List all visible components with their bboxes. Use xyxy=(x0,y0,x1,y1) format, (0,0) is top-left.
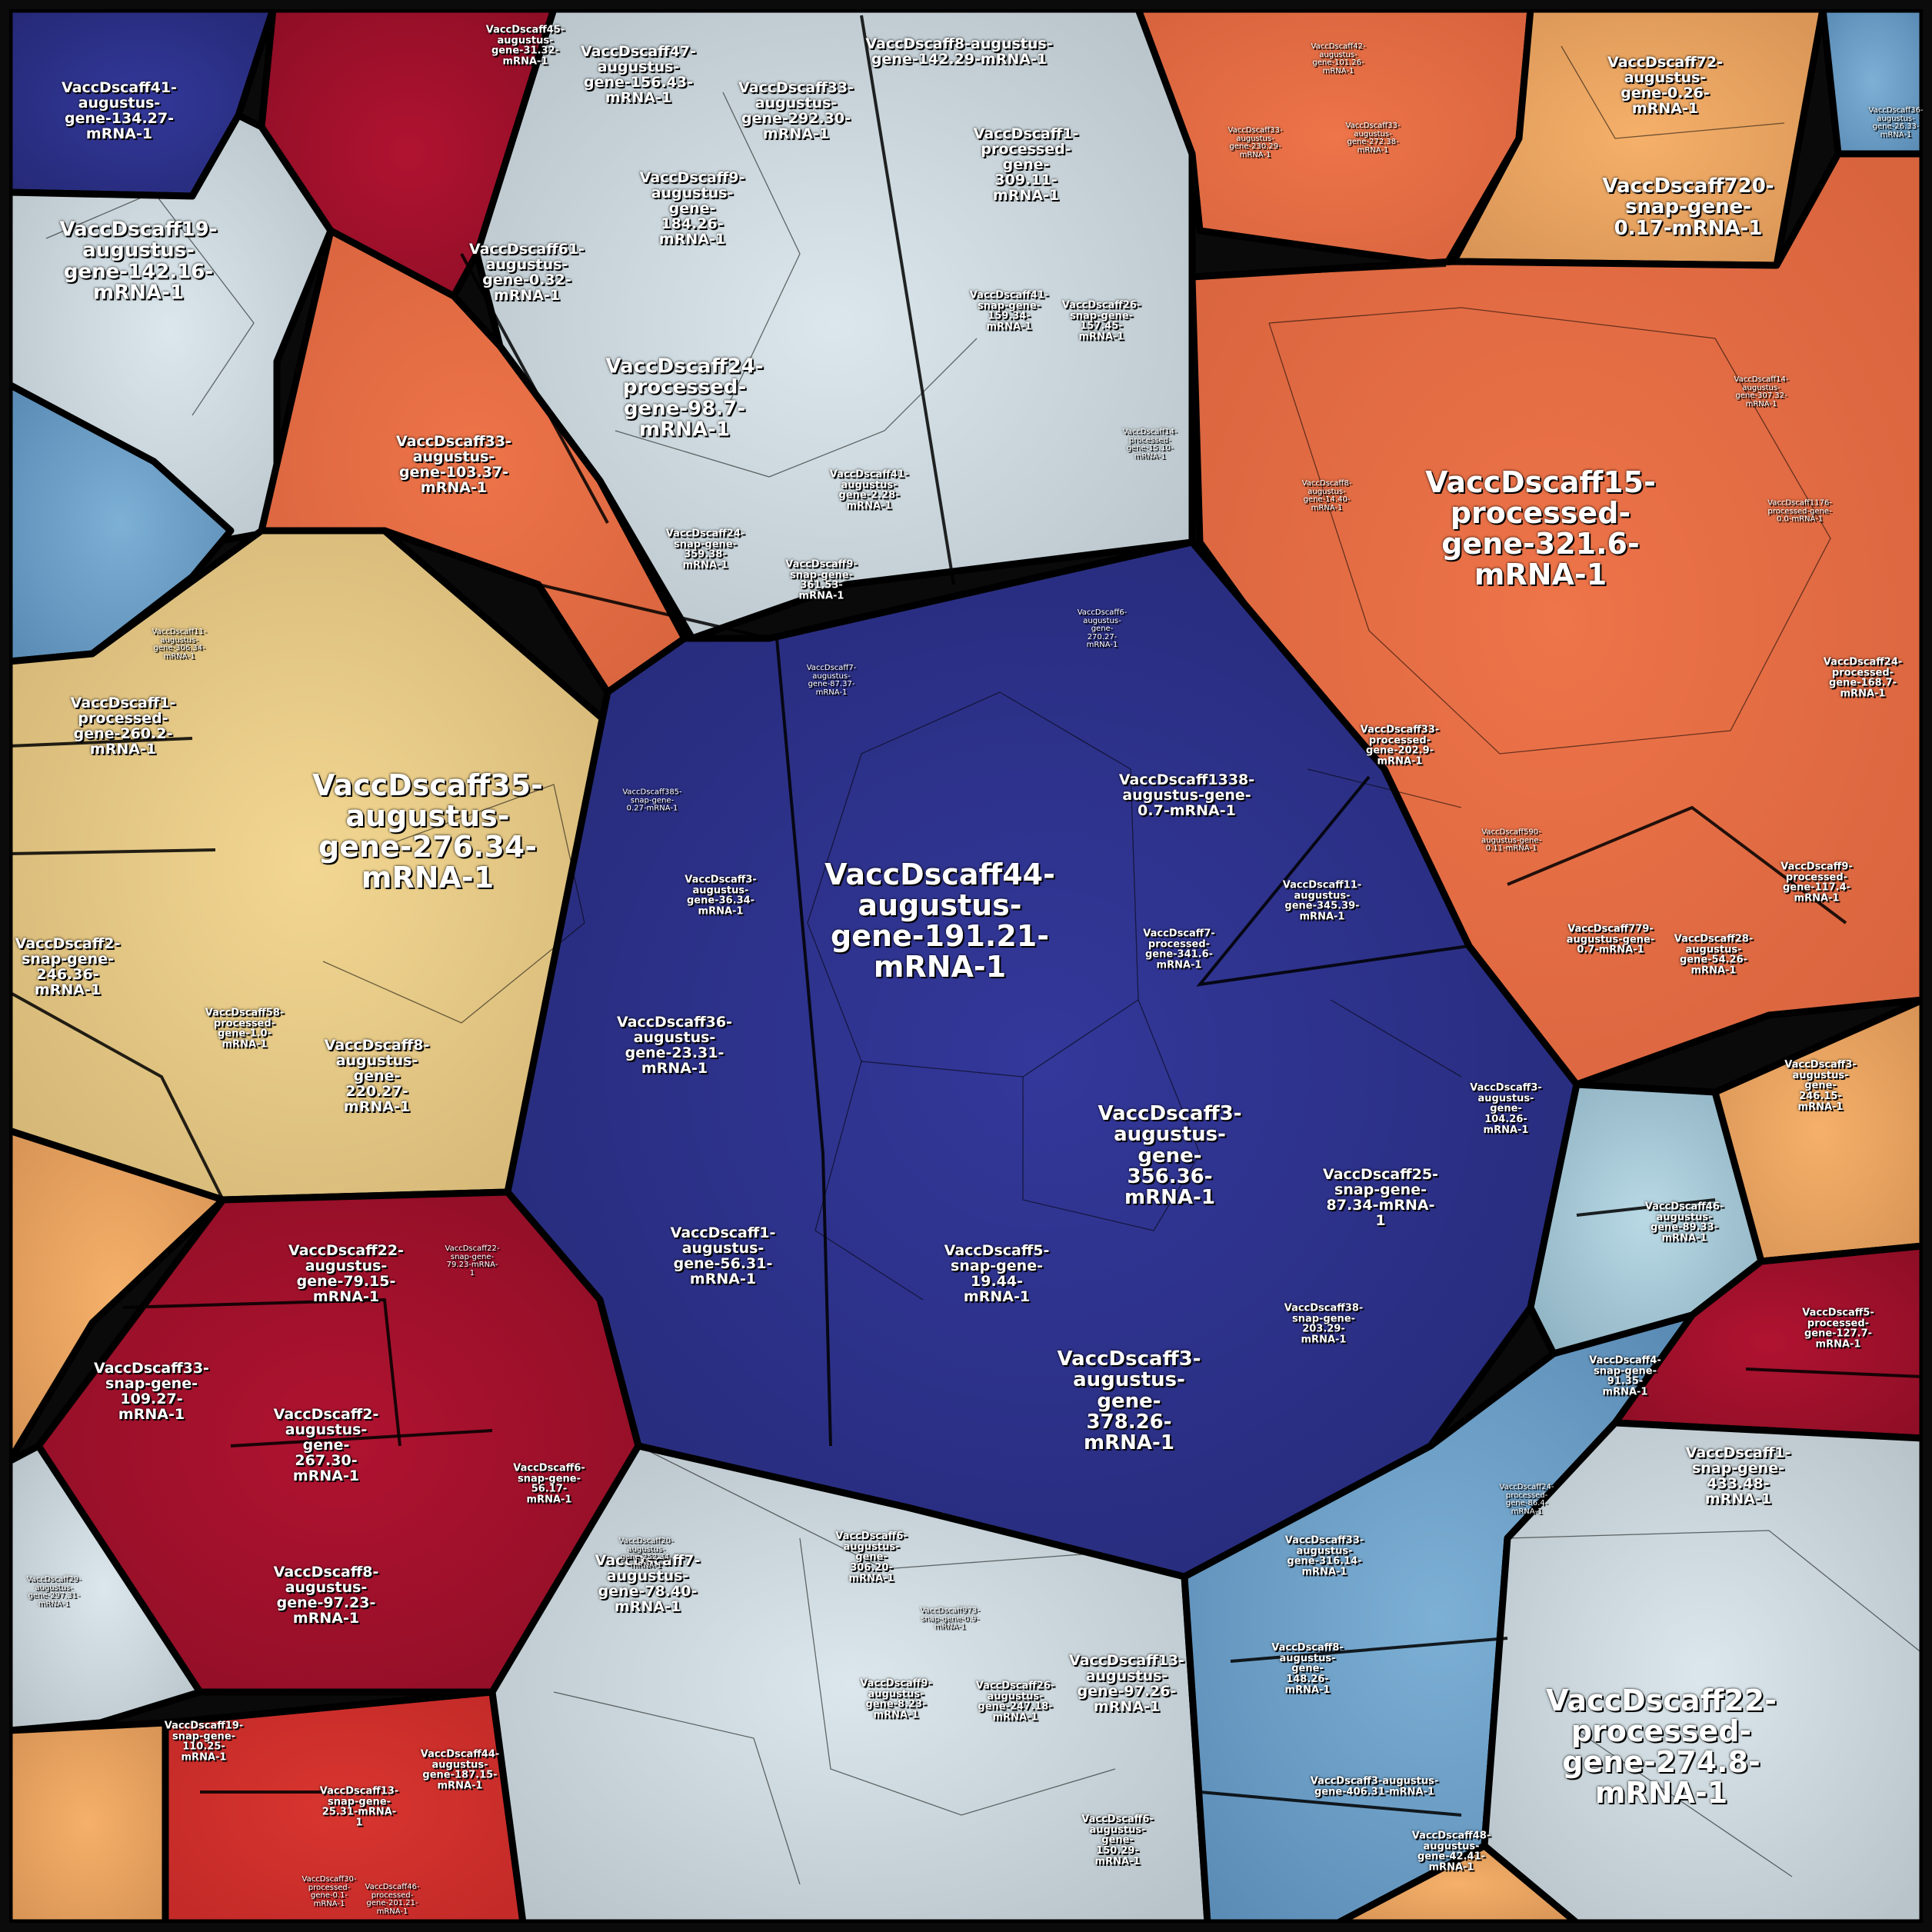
transcript-label[interactable]: VaccDscaff13- augustus- gene-97.26- mRNA… xyxy=(1069,1652,1184,1715)
transcript-label[interactable]: VaccDscaff9- augustus- gene-8.23- mRNA-1 xyxy=(860,1677,932,1721)
transcript-label[interactable]: VaccDscaff20- augustus- gene-252.34- mRN… xyxy=(618,1537,674,1570)
transcript-label[interactable]: VaccDscaff590- augustus-gene- 0.11-mRNA-… xyxy=(1481,828,1542,853)
transcript-label[interactable]: VaccDscaff41- augustus- gene-2.28- mRNA-… xyxy=(829,468,909,512)
transcript-label[interactable]: VaccDscaff41- snap-gene- 159.34- mRNA-1 xyxy=(969,289,1049,333)
transcript-label[interactable]: VaccDscaff25- snap-gene- 87.34-mRNA- 1 xyxy=(1323,1166,1438,1229)
transcript-label[interactable]: VaccDscaff44- augustus- gene-187.15- mRN… xyxy=(420,1748,500,1792)
transcript-label[interactable]: VaccDscaff15- processed- gene-321.6- mRN… xyxy=(1425,465,1656,591)
transcript-label[interactable]: VaccDscaff8-augustus- gene-142.29-mRNA-1 xyxy=(865,35,1053,68)
transcript-label[interactable]: VaccDscaff3- augustus- gene- 356.36- mRN… xyxy=(1098,1101,1242,1209)
transcript-label[interactable]: VaccDscaff33- snap-gene- 109.27- mRNA-1 xyxy=(94,1360,209,1423)
transcript-label[interactable]: VaccDscaff6- augustus- gene- 270.27- mRN… xyxy=(1077,608,1128,649)
transcript-label[interactable]: VaccDscaff35- augustus- gene-276.34- mRN… xyxy=(312,768,543,894)
transcript-label[interactable]: VaccDscaff26- snap-gene- 157.45- mRNA-1 xyxy=(1061,299,1141,343)
transcript-label[interactable]: VaccDscaff22- augustus- gene-79.15- mRNA… xyxy=(288,1242,404,1305)
transcript-label[interactable]: VaccDscaff8- augustus- gene-14.40- mRNA-… xyxy=(1301,479,1352,512)
transcript-label[interactable]: VaccDscaff48- augustus- gene-42.41- mRNA… xyxy=(1411,1830,1491,1874)
transcript-label[interactable]: VaccDscaff7- augustus- gene-87.37- mRNA-… xyxy=(806,664,857,697)
transcript-label[interactable]: VaccDscaff1176- processed-gene- 0.0-mRNA… xyxy=(1767,498,1832,524)
transcript-label[interactable]: VaccDscaff58- processed- gene-1.0- mRNA-… xyxy=(205,1007,285,1051)
transcript-label[interactable]: VaccDscaff2- augustus- gene- 267.30- mRN… xyxy=(273,1406,379,1484)
transcript-label[interactable]: VaccDscaff8- augustus- gene-97.23- mRNA-… xyxy=(273,1564,379,1627)
transcript-label[interactable]: VaccDscaff1338- augustus-gene- 0.7-mRNA-… xyxy=(1118,771,1255,819)
region-orange-left-mid[interactable] xyxy=(258,227,688,696)
transcript-label[interactable]: VaccDscaff1- augustus- gene-56.31- mRNA-… xyxy=(670,1224,776,1287)
treemap-subdivisions xyxy=(8,15,1924,1885)
transcript-label[interactable]: VaccDscaff7- processed- gene-341.6- mRNA… xyxy=(1143,928,1215,971)
transcript-label[interactable]: VaccDscaff8- augustus- gene- 148.26- mRN… xyxy=(1271,1641,1344,1696)
transcript-label[interactable]: VaccDscaff33- augustus- gene-272.38- mRN… xyxy=(1345,122,1401,155)
transcript-label[interactable]: VaccDscaff24- processed- gene-86.4- mRNA… xyxy=(1499,1483,1554,1516)
transcript-label[interactable]: VaccDscaff9- augustus- gene- 184.26- mRN… xyxy=(639,169,745,248)
transcript-label[interactable]: VaccDscaff1- snap-gene- 433.48- mRNA-1 xyxy=(1685,1444,1791,1507)
transcript-label[interactable]: VaccDscaff19- augustus- gene-142.16- mRN… xyxy=(59,218,218,305)
transcript-label[interactable]: VaccDscaff5- processed- gene-127.7- mRNA… xyxy=(1802,1307,1874,1351)
transcript-label[interactable]: VaccDscaff44- augustus- gene-191.21- mRN… xyxy=(824,858,1055,984)
transcript-label[interactable]: VaccDscaff7- augustus- gene-78.40- mRNA-… xyxy=(595,1552,701,1615)
transcript-label[interactable]: VaccDscaff973- snap-gene-0.9- mRNA-1 xyxy=(920,1606,980,1631)
transcript-label[interactable]: VaccDscaff33- augustus- gene-292.30- mRN… xyxy=(738,79,854,142)
transcript-label[interactable]: VaccDscaff13- snap-gene- 25.31-mRNA- 1 xyxy=(319,1785,399,1829)
transcript-label[interactable]: VaccDscaff33- augustus- gene-316.14- mRN… xyxy=(1284,1534,1364,1578)
transcript-label[interactable]: VaccDscaff14- augustus- gene-307.32- mRN… xyxy=(1734,375,1789,408)
transcript-label[interactable]: VaccDscaff8- augustus- gene- 220.27- mRN… xyxy=(324,1037,430,1115)
transcript-label[interactable]: VaccDscaff38- snap-gene- 203.29- mRNA-1 xyxy=(1284,1302,1364,1346)
transcript-label[interactable]: VaccDscaff29- augustus- gene-297.31- mRN… xyxy=(26,1575,82,1608)
transcript-label[interactable]: VaccDscaff14- processed- gene-15.10- mRN… xyxy=(1122,428,1178,461)
transcript-label[interactable]: VaccDscaff26- augustus- gene-247.18- mRN… xyxy=(975,1680,1055,1724)
transcript-label[interactable]: VaccDscaff11- augustus- gene-345.39- mRN… xyxy=(1282,879,1362,923)
transcript-label[interactable]: VaccDscaff1- processed- gene-260.2- mRNA… xyxy=(70,695,176,758)
transcript-label[interactable]: VaccDscaff47- augustus- gene-156.43- mRN… xyxy=(581,43,696,106)
transcript-label[interactable]: VaccDscaff6- augustus- gene- 306.20- mRN… xyxy=(835,1530,908,1584)
region-silver-left-low[interactable] xyxy=(5,1442,204,1734)
transcript-label[interactable]: VaccDscaff5- snap-gene- 19.44- mRNA-1 xyxy=(944,1242,1050,1305)
transcript-label[interactable]: VaccDscaff9- snap-gene- 361.53- mRNA-1 xyxy=(785,558,858,602)
transcript-label[interactable]: VaccDscaff28- augustus- gene-54.26- mRNA… xyxy=(1674,933,1754,977)
region-peach-left-low[interactable] xyxy=(5,1127,227,1465)
transcript-label[interactable]: VaccDscaff9- processed- gene-117.4- mRNA… xyxy=(1780,861,1853,904)
transcript-label[interactable]: VaccDscaff11- augustus- gene-306.34- mRN… xyxy=(152,628,207,661)
transcript-label[interactable]: VaccDscaff46- processed- gene-201.21- mR… xyxy=(365,1883,420,1916)
transcript-label[interactable]: VaccDscaff24- processed- gene-168.7- mRN… xyxy=(1823,656,1903,700)
transcript-label[interactable]: VaccDscaff45- augustus- gene-31.32- mRNA… xyxy=(485,24,565,68)
transcript-label[interactable]: VaccDscaff22- processed- gene-274.8- mRN… xyxy=(1546,1684,1777,1810)
transcript-label[interactable]: VaccDscaff4- snap-gene- 91.35- mRNA-1 xyxy=(1589,1354,1661,1398)
transcript-label[interactable]: VaccDscaff42- augustus- gene-101.26- mRN… xyxy=(1311,42,1366,75)
transcript-label[interactable]: VaccDscaff46- augustus- gene-89.33- mRNA… xyxy=(1644,1201,1724,1244)
transcript-label[interactable]: VaccDscaff779- augustus-gene- 0.7-mRNA-1 xyxy=(1566,923,1655,956)
transcript-label[interactable]: VaccDscaff3- augustus- gene- 104.26- mRN… xyxy=(1470,1081,1542,1136)
transcript-label[interactable]: VaccDscaff33- augustus- gene-230.29- mRN… xyxy=(1227,126,1283,159)
transcript-label[interactable]: VaccDscaff385- snap-gene- 0.27-mRNA-1 xyxy=(622,788,682,813)
transcript-label[interactable]: VaccDscaff1- processed- gene- 309.11- mR… xyxy=(973,125,1079,204)
transcript-label[interactable]: VaccDscaff24- processed- gene-98.7- mRNA… xyxy=(605,355,764,441)
transcript-label[interactable]: VaccDscaff61- augustus- gene-0.32- mRNA-… xyxy=(469,241,585,304)
transcript-label[interactable]: VaccDscaff24- snap-gene- 359.38- mRNA-1 xyxy=(665,528,745,571)
transcript-label[interactable]: VaccDscaff6- augustus- gene- 150.29- mRN… xyxy=(1081,1813,1154,1867)
region-peach-bottomleft[interactable] xyxy=(5,1719,169,1927)
transcript-label[interactable]: VaccDscaff33- processed- gene-202.9- mRN… xyxy=(1360,724,1440,768)
transcript-label[interactable]: VaccDscaff2- snap-gene- 246.36- mRNA-1 xyxy=(15,935,121,998)
transcript-label[interactable]: VaccDscaff3- augustus- gene- 378.26- mRN… xyxy=(1057,1347,1201,1454)
transcript-label[interactable]: VaccDscaff3- augustus- gene-36.34- mRNA-… xyxy=(685,874,757,918)
transcript-label[interactable]: VaccDscaff33- augustus- gene-103.37- mRN… xyxy=(396,433,511,496)
transcript-label[interactable]: VaccDscaff41- augustus- gene-134.27- mRN… xyxy=(62,79,177,142)
transcript-label[interactable]: VaccDscaff72- augustus- gene-0.26- mRNA-… xyxy=(1607,54,1723,117)
transcript-label[interactable]: VaccDscaff22- snap-gene- 79.23-mRNA- 1 xyxy=(445,1244,500,1277)
transcript-label[interactable]: VaccDscaff30- processed- gene-0.1- mRNA-… xyxy=(301,1875,357,1908)
transcript-label[interactable]: VaccDscaff36- augustus- gene-23.31- mRNA… xyxy=(617,1014,732,1077)
transcript-label[interactable]: VaccDscaff36- augustus- gene-26.33- mRNA… xyxy=(1868,106,1924,139)
transcript-label[interactable]: VaccDscaff3-augustus- gene-406.31-mRNA-1 xyxy=(1310,1775,1439,1797)
transcript-label[interactable]: VaccDscaff3- augustus- gene- 246.15- mRN… xyxy=(1784,1058,1857,1113)
treemap-regions xyxy=(5,5,1927,1927)
transcript-label[interactable]: VaccDscaff720- snap-gene- 0.17-mRNA-1 xyxy=(1602,175,1774,240)
transcript-label[interactable]: VaccDscaff6- snap-gene- 56.17- mRNA-1 xyxy=(513,1462,585,1506)
transcript-label[interactable]: VaccDscaff19- snap-gene- 110.25- mRNA-1 xyxy=(164,1720,244,1764)
